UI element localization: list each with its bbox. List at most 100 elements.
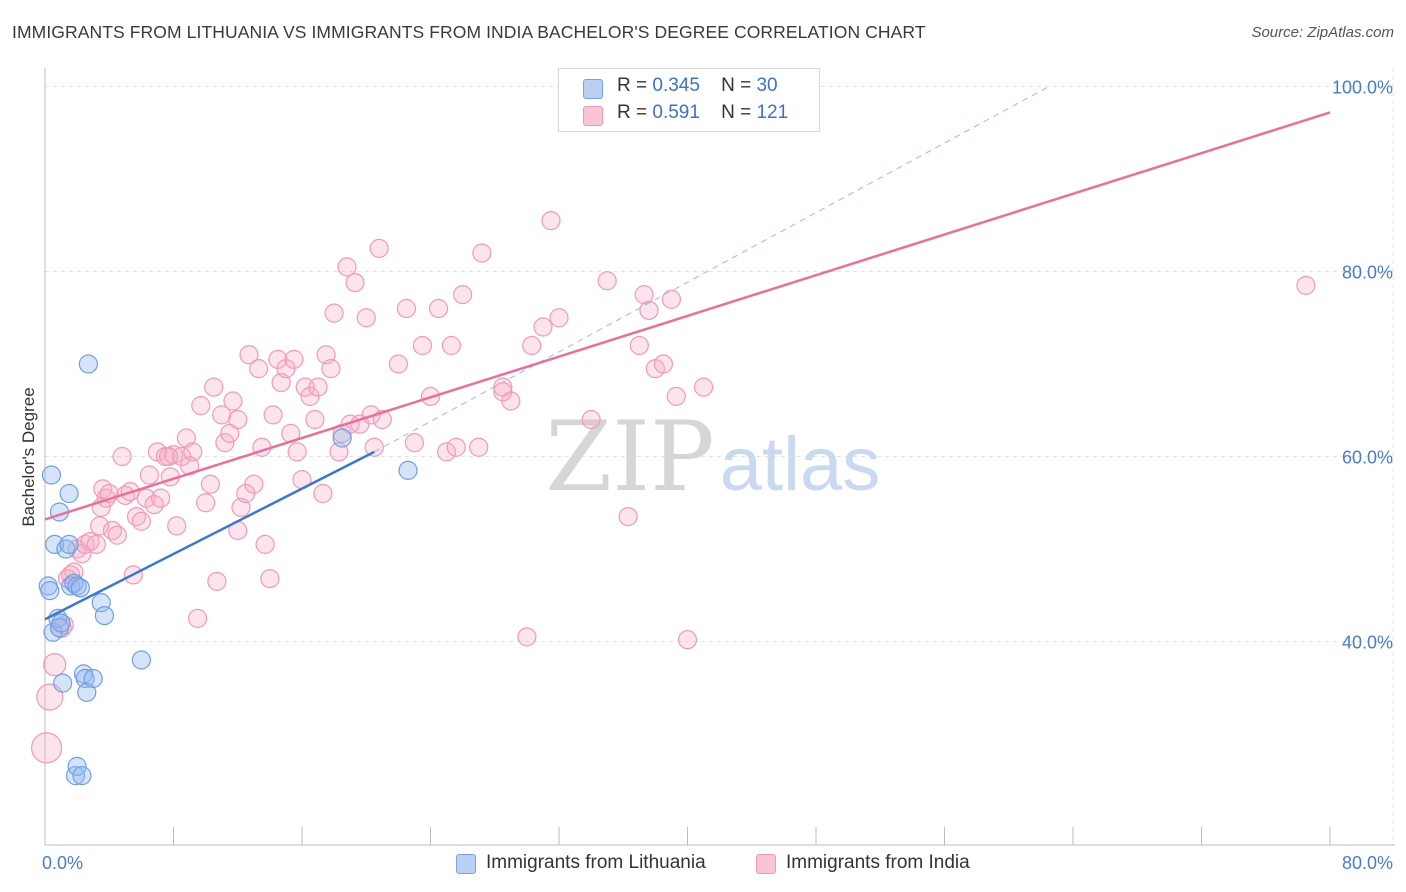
lithuania-point-23 xyxy=(83,668,103,689)
india-point-73 xyxy=(324,303,344,323)
y-axis-label: Bachelor's Degree xyxy=(19,387,38,526)
india-point-49 xyxy=(228,409,248,430)
lithuania-point-22 xyxy=(78,354,98,374)
legend-n-label: N = xyxy=(721,75,752,96)
india-point-13 xyxy=(90,516,110,536)
india-point-46 xyxy=(215,433,235,453)
india-point-114 xyxy=(693,377,714,397)
series-swatch-lithuania xyxy=(456,854,476,874)
india-point-92 xyxy=(441,335,461,356)
india-point-27 xyxy=(139,465,160,485)
lithuania-point-12 xyxy=(61,576,81,596)
india-point-104 xyxy=(597,271,617,291)
india-point-102 xyxy=(549,308,569,328)
lithuania-point-15 xyxy=(67,576,87,596)
india-point-19 xyxy=(107,525,127,545)
lithuania-point-18 xyxy=(72,766,92,786)
india-point-91 xyxy=(436,442,457,462)
legend-r-label: R = xyxy=(617,102,648,123)
india-point-85 xyxy=(388,354,408,374)
india-point-88 xyxy=(412,335,433,356)
india-point-116 xyxy=(159,446,179,467)
india-point-107 xyxy=(634,285,654,305)
series-label-india: Immigrants from India xyxy=(786,852,970,873)
india-point-110 xyxy=(653,354,674,374)
lithuania-point-10 xyxy=(59,483,79,504)
india-point-113 xyxy=(677,630,698,650)
lithuania-point-28 xyxy=(398,460,418,480)
lithuania-point-8 xyxy=(53,673,73,693)
india-point-94 xyxy=(453,285,473,305)
india-point-39 xyxy=(187,608,208,628)
india-point-44 xyxy=(207,571,227,591)
watermark: ZIP atlas xyxy=(545,401,880,513)
india-point-1 xyxy=(36,683,64,711)
india-point-42 xyxy=(200,474,221,494)
lithuania-trend-line xyxy=(44,450,375,621)
india-point-90 xyxy=(428,298,449,319)
lithuania-point-25 xyxy=(94,605,115,626)
india-point-111 xyxy=(661,289,682,309)
india-point-41 xyxy=(196,493,216,513)
india-point-40 xyxy=(191,396,211,416)
india-point-119 xyxy=(493,382,513,402)
india-point-20 xyxy=(112,446,132,467)
india-point-103 xyxy=(581,409,601,430)
india-point-64 xyxy=(287,442,307,462)
india-point-38 xyxy=(183,442,203,462)
india-point-54 xyxy=(249,359,269,379)
legend-n-value-india: 121 xyxy=(756,102,789,123)
india-point-105 xyxy=(618,507,638,527)
india-point-100 xyxy=(533,317,553,337)
india-point-115 xyxy=(1296,275,1316,295)
india-point-52 xyxy=(239,345,259,365)
y-tick-label-0: 40.0% xyxy=(1342,633,1393,653)
india-point-72 xyxy=(321,359,341,379)
india-point-68 xyxy=(305,409,325,430)
india-point-70 xyxy=(313,483,333,504)
y-tick-label-2: 80.0% xyxy=(1342,263,1393,283)
lithuania-point-11 xyxy=(59,534,79,554)
india-point-48 xyxy=(223,391,243,411)
lithuania-point-27 xyxy=(332,428,352,448)
india-point-26 xyxy=(136,488,156,508)
india-point-12 xyxy=(86,534,107,554)
series-label-lithuania: Immigrants from Lithuania xyxy=(486,852,706,873)
india-point-80 xyxy=(356,308,376,328)
lithuania-point-17 xyxy=(70,578,90,598)
india-point-56 xyxy=(255,534,275,554)
stats-legend: R = 0.345 N = 30 R = 0.591 N = 121 xyxy=(558,68,820,132)
lithuania-points xyxy=(38,354,418,786)
india-point-112 xyxy=(666,386,686,406)
y-tick-label-3: 100.0% xyxy=(1332,78,1393,98)
india-point-108 xyxy=(639,300,659,320)
lithuania-point-26 xyxy=(131,650,151,670)
lithuania-point-4 xyxy=(45,534,65,554)
legend-swatch-india xyxy=(583,106,603,126)
y-tick-label-1: 60.0% xyxy=(1342,448,1393,468)
india-points xyxy=(31,211,1316,764)
lithuania-point-29 xyxy=(51,613,71,633)
india-point-76 xyxy=(337,257,357,277)
axis-labels: 40.0% 60.0% 80.0% 100.0% 0.0% 80.0% Bachelor's… xyxy=(19,78,1393,874)
india-point-101 xyxy=(541,211,561,231)
legend-r-value-lithuania: 0.345 xyxy=(652,75,700,96)
india-point-25 xyxy=(131,511,151,531)
x-tick-label-max: 80.0% xyxy=(1342,853,1393,873)
india-point-98 xyxy=(517,627,537,647)
india-point-53 xyxy=(244,474,264,494)
lithuania-point-1 xyxy=(40,581,60,601)
legend-r-value-india: 0.591 xyxy=(652,102,700,123)
india-point-63 xyxy=(284,349,304,369)
india-point-82 xyxy=(364,437,384,457)
series-swatch-india xyxy=(756,854,776,874)
india-point-86 xyxy=(396,298,417,319)
india-point-99 xyxy=(522,335,542,356)
lithuania-point-2 xyxy=(41,465,62,485)
india-trend-line xyxy=(44,111,1331,521)
india-point-34 xyxy=(167,516,187,536)
legend-n-value-lithuania: 30 xyxy=(756,75,778,96)
axes xyxy=(44,68,1395,846)
india-point-30 xyxy=(151,488,171,508)
